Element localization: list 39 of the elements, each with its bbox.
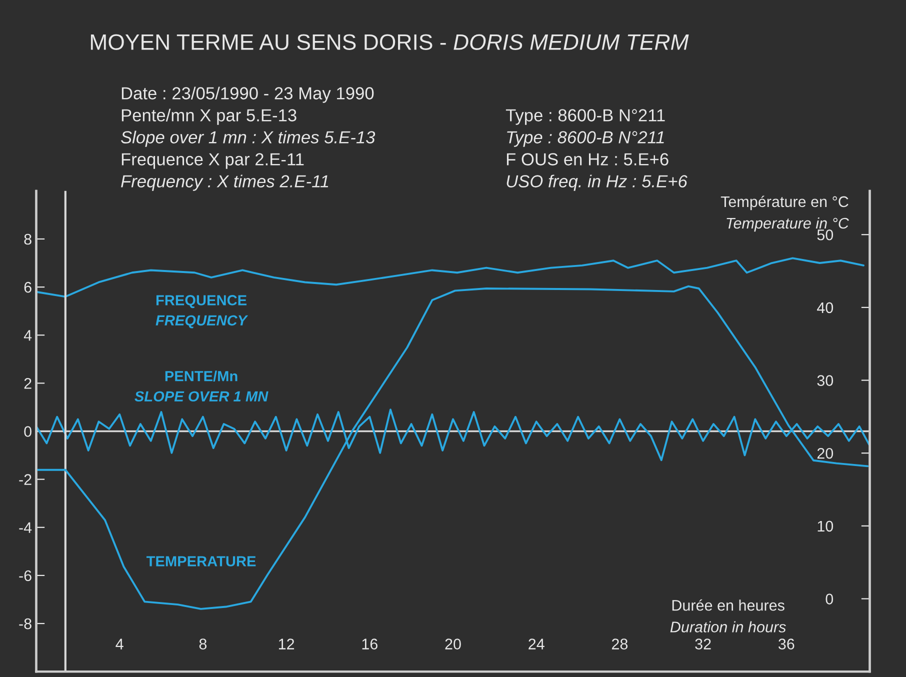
y-tick-label: -4 <box>19 522 32 533</box>
y2-tick-label: 40 <box>817 302 834 314</box>
y-tick-label: 6 <box>24 282 32 293</box>
y2-tick-label: 20 <box>817 448 834 459</box>
y-tick-label: 0 <box>24 426 32 437</box>
x-axis-title: Durée en heures Duration in hours <box>670 599 786 632</box>
series-label: TEMPERATURE <box>146 556 256 566</box>
x-tick-label: 36 <box>778 638 794 650</box>
y2-tick-label: 10 <box>818 520 834 532</box>
text: Frequence X par 2.E-11 <box>122 153 304 169</box>
text: Pente/mn X par 5.E-13 <box>122 108 296 125</box>
x-tick-label: 8 <box>199 638 207 650</box>
x-tick-label: 24 <box>528 638 544 650</box>
series-label: FREQUENCE FREQUENCY <box>156 295 248 328</box>
y-tick-label: 8 <box>24 234 32 245</box>
text: Type : 8600-B N°211 <box>506 109 665 125</box>
line-series <box>36 285 869 610</box>
text: F OUS en Hz : 5.E+6 <box>506 153 668 166</box>
x-tick-label: 20 <box>445 638 461 650</box>
text: Frequency : X times 2.E-11 <box>121 174 328 191</box>
chart-title: MOYEN TERME AU SENS DORIS - DORIS MEDIUM TERM <box>90 34 689 50</box>
x-tick-label: 4 <box>116 638 124 650</box>
y-tick-label: -6 <box>19 570 32 582</box>
text: Slope over 1 mn : X times 5.E-13 <box>120 130 376 147</box>
y-tick-label: -2 <box>19 474 32 485</box>
text: USO freq. in Hz : 5.E+6 <box>506 174 688 191</box>
y2-tick-label: 50 <box>817 229 834 240</box>
x-tick-label: 16 <box>362 638 378 650</box>
series-label: PENTE/Mn SLOPE OVER 1 MN <box>134 370 268 402</box>
y-tick-label: 2 <box>24 378 32 389</box>
text: Date : 23/05/1990 - 23 May 1990 <box>122 86 374 103</box>
y-tick-label: -8 <box>19 618 32 630</box>
y-tick-label: 4 <box>24 330 32 341</box>
text: Type : 8600-B N°211 <box>507 131 664 147</box>
x-tick-label: 32 <box>695 638 711 650</box>
y2-tick-label: 30 <box>817 375 834 386</box>
x-tick-label: 12 <box>278 638 294 650</box>
x-tick-label: 28 <box>612 638 628 650</box>
y2-tick-label: 0 <box>826 594 834 604</box>
